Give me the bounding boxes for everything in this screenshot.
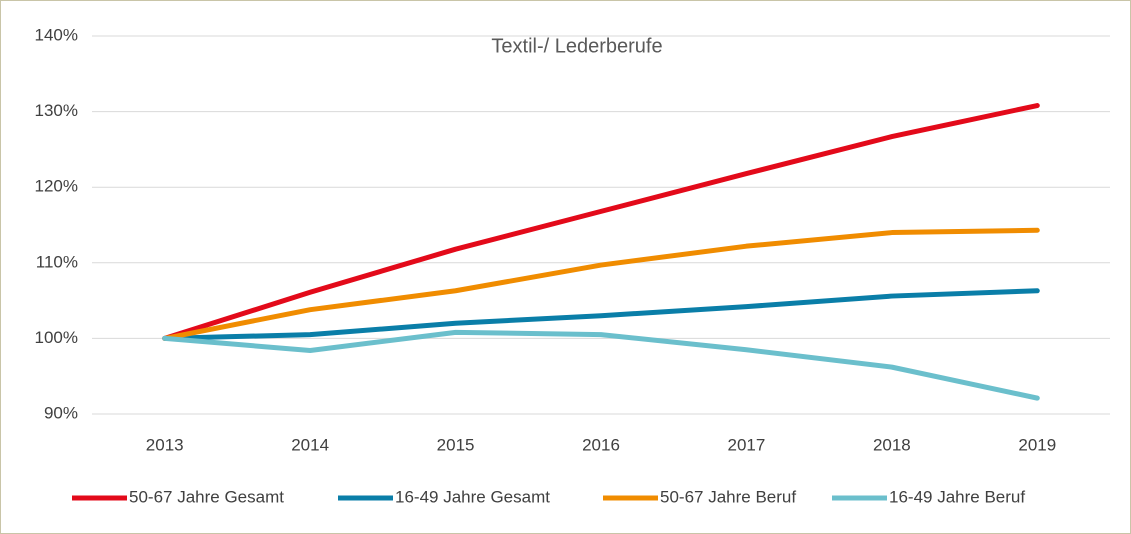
x-tick-label: 2019 xyxy=(1018,435,1056,454)
y-tick-label: 120% xyxy=(35,177,78,196)
series-line xyxy=(162,329,1040,401)
legend-label: 16-49 Jahre Beruf xyxy=(889,487,1025,506)
x-tick-label: 2013 xyxy=(146,435,184,454)
y-tick-label: 110% xyxy=(36,252,78,271)
chart-title: Textil-/ Lederberufe xyxy=(491,35,662,57)
series-line xyxy=(162,103,1040,341)
legend-label: 50-67 Jahre Beruf xyxy=(660,487,796,506)
x-tick-label: 2015 xyxy=(437,435,475,454)
y-tick-label: 100% xyxy=(35,328,78,347)
y-tick-label: 140% xyxy=(35,25,78,44)
legend-label: 16-49 Jahre Gesamt xyxy=(395,487,550,506)
x-tick-label: 2017 xyxy=(728,435,766,454)
x-tick-label: 2016 xyxy=(582,435,620,454)
series-line xyxy=(162,288,1040,341)
series-line xyxy=(162,227,1040,341)
x-tick-label: 2014 xyxy=(291,435,329,454)
y-tick-label: 130% xyxy=(35,101,78,120)
y-tick-label: 90% xyxy=(44,403,78,422)
x-tick-label: 2018 xyxy=(873,435,911,454)
legend-label: 50-67 Jahre Gesamt xyxy=(129,487,284,506)
